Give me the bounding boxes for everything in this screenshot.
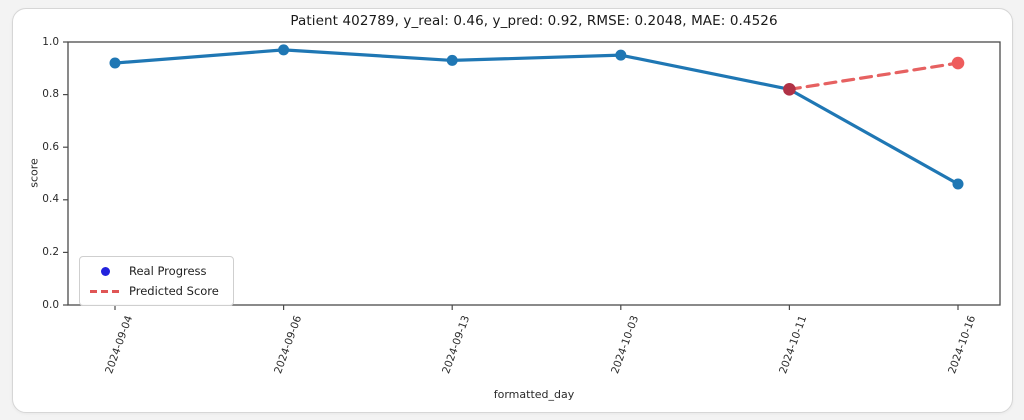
data-point xyxy=(109,57,121,69)
series-line-1 xyxy=(787,61,960,91)
y-tick-label: 1.0 xyxy=(42,35,59,48)
y-tick-label: 0.2 xyxy=(42,245,59,258)
plot-frame xyxy=(67,41,1001,306)
legend: Real Progress Predicted Score xyxy=(79,256,234,306)
blue-dot-icon xyxy=(100,266,110,276)
y-tick-label: 0.8 xyxy=(42,88,59,101)
legend-marker-area xyxy=(90,266,120,276)
y-tick-label: 0.0 xyxy=(42,298,59,311)
y-axis-label: score xyxy=(27,158,41,188)
data-point xyxy=(446,54,458,66)
x-axis-label: formatted_day xyxy=(493,388,575,401)
y-tick-label: 0.6 xyxy=(42,140,59,153)
data-point xyxy=(615,49,627,61)
legend-label-predicted-score: Predicted Score xyxy=(129,284,219,298)
data-point xyxy=(951,56,965,70)
data-point xyxy=(952,178,964,190)
data-point xyxy=(783,83,796,96)
legend-item-predicted-score: Predicted Score xyxy=(90,284,219,298)
chart-card xyxy=(12,8,1013,413)
series-line-0 xyxy=(113,48,960,186)
legend-label-real-progress: Real Progress xyxy=(129,264,207,278)
y-tick-label: 0.4 xyxy=(42,193,59,206)
legend-item-real-progress: Real Progress xyxy=(90,264,219,278)
legend-marker-area xyxy=(90,289,120,293)
data-point xyxy=(278,44,290,56)
chart-title: Patient 402789, y_real: 0.46, y_pred: 0.… xyxy=(290,13,778,29)
red-dashed-line-icon xyxy=(90,289,120,293)
